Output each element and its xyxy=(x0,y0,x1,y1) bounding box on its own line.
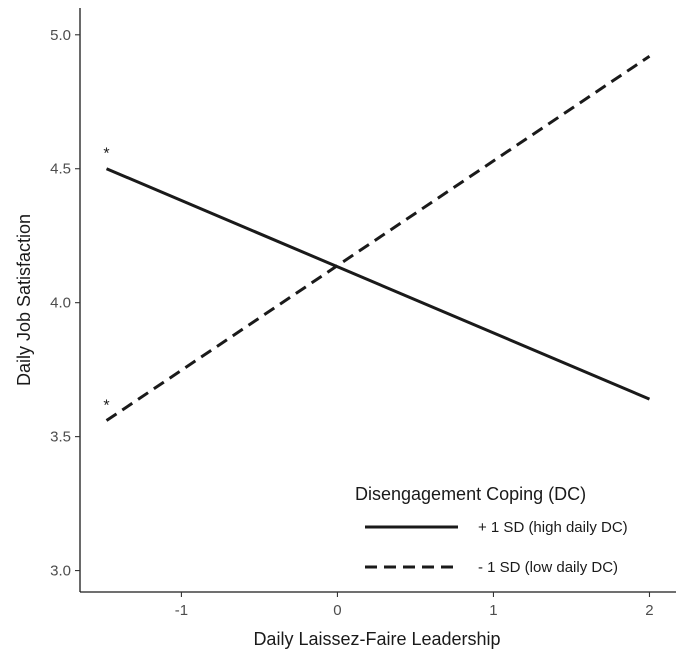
x-tick-label: 1 xyxy=(489,602,497,619)
y-tick-label: 4.5 xyxy=(50,161,71,178)
legend-label: + 1 SD (high daily DC) xyxy=(478,519,628,536)
significance-asterisk: * xyxy=(103,146,109,163)
legend-items: + 1 SD (high daily DC) - 1 SD (low daily … xyxy=(365,519,628,576)
x-axis-title: Daily Laissez-Faire Leadership xyxy=(253,629,500,649)
axes xyxy=(79,8,676,593)
annotations: ** xyxy=(103,146,109,415)
series-lines xyxy=(105,54,651,422)
legend-title: Disengagement Coping (DC) xyxy=(355,484,586,504)
y-tick-label: 5.0 xyxy=(50,27,71,44)
ticks: -1 0 1 2 3.0 3.5 4.0 4.5 5.0 xyxy=(50,27,654,619)
y-tick-label: 3.0 xyxy=(50,563,71,580)
series-line-low-dc xyxy=(105,54,651,422)
y-tick-label: 4.0 xyxy=(50,295,71,312)
series-line-high-dc xyxy=(105,167,651,401)
x-tick-label: 0 xyxy=(333,602,341,619)
x-tick-label: -1 xyxy=(175,602,188,619)
legend: Disengagement Coping (DC) + 1 SD (high d… xyxy=(355,484,628,576)
y-tick-label: 3.5 xyxy=(50,429,71,446)
legend-label: - 1 SD (low daily DC) xyxy=(478,559,618,576)
significance-asterisk: * xyxy=(103,398,109,415)
y-axis-title: Daily Job Satisfaction xyxy=(14,214,34,386)
x-tick-label: 2 xyxy=(645,602,653,619)
